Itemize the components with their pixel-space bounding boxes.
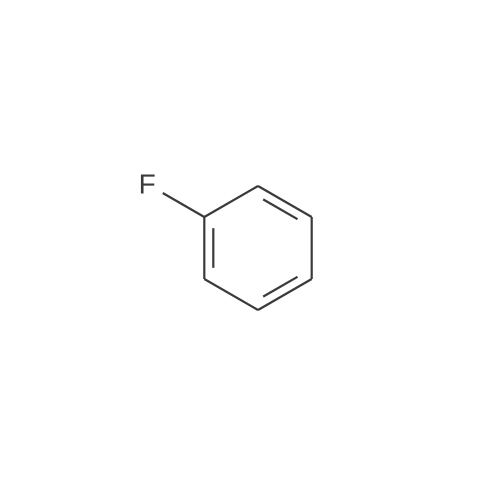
ring-double-bond bbox=[263, 199, 297, 219]
ring-bond bbox=[204, 279, 258, 310]
ring-bond bbox=[204, 186, 258, 217]
label-group: F bbox=[139, 169, 156, 200]
substituent-bond bbox=[163, 193, 205, 217]
molecule-diagram: F bbox=[0, 0, 500, 500]
fluorine-atom-label: F bbox=[139, 169, 156, 200]
bond-group bbox=[163, 186, 312, 310]
ring-double-bond bbox=[263, 277, 297, 297]
